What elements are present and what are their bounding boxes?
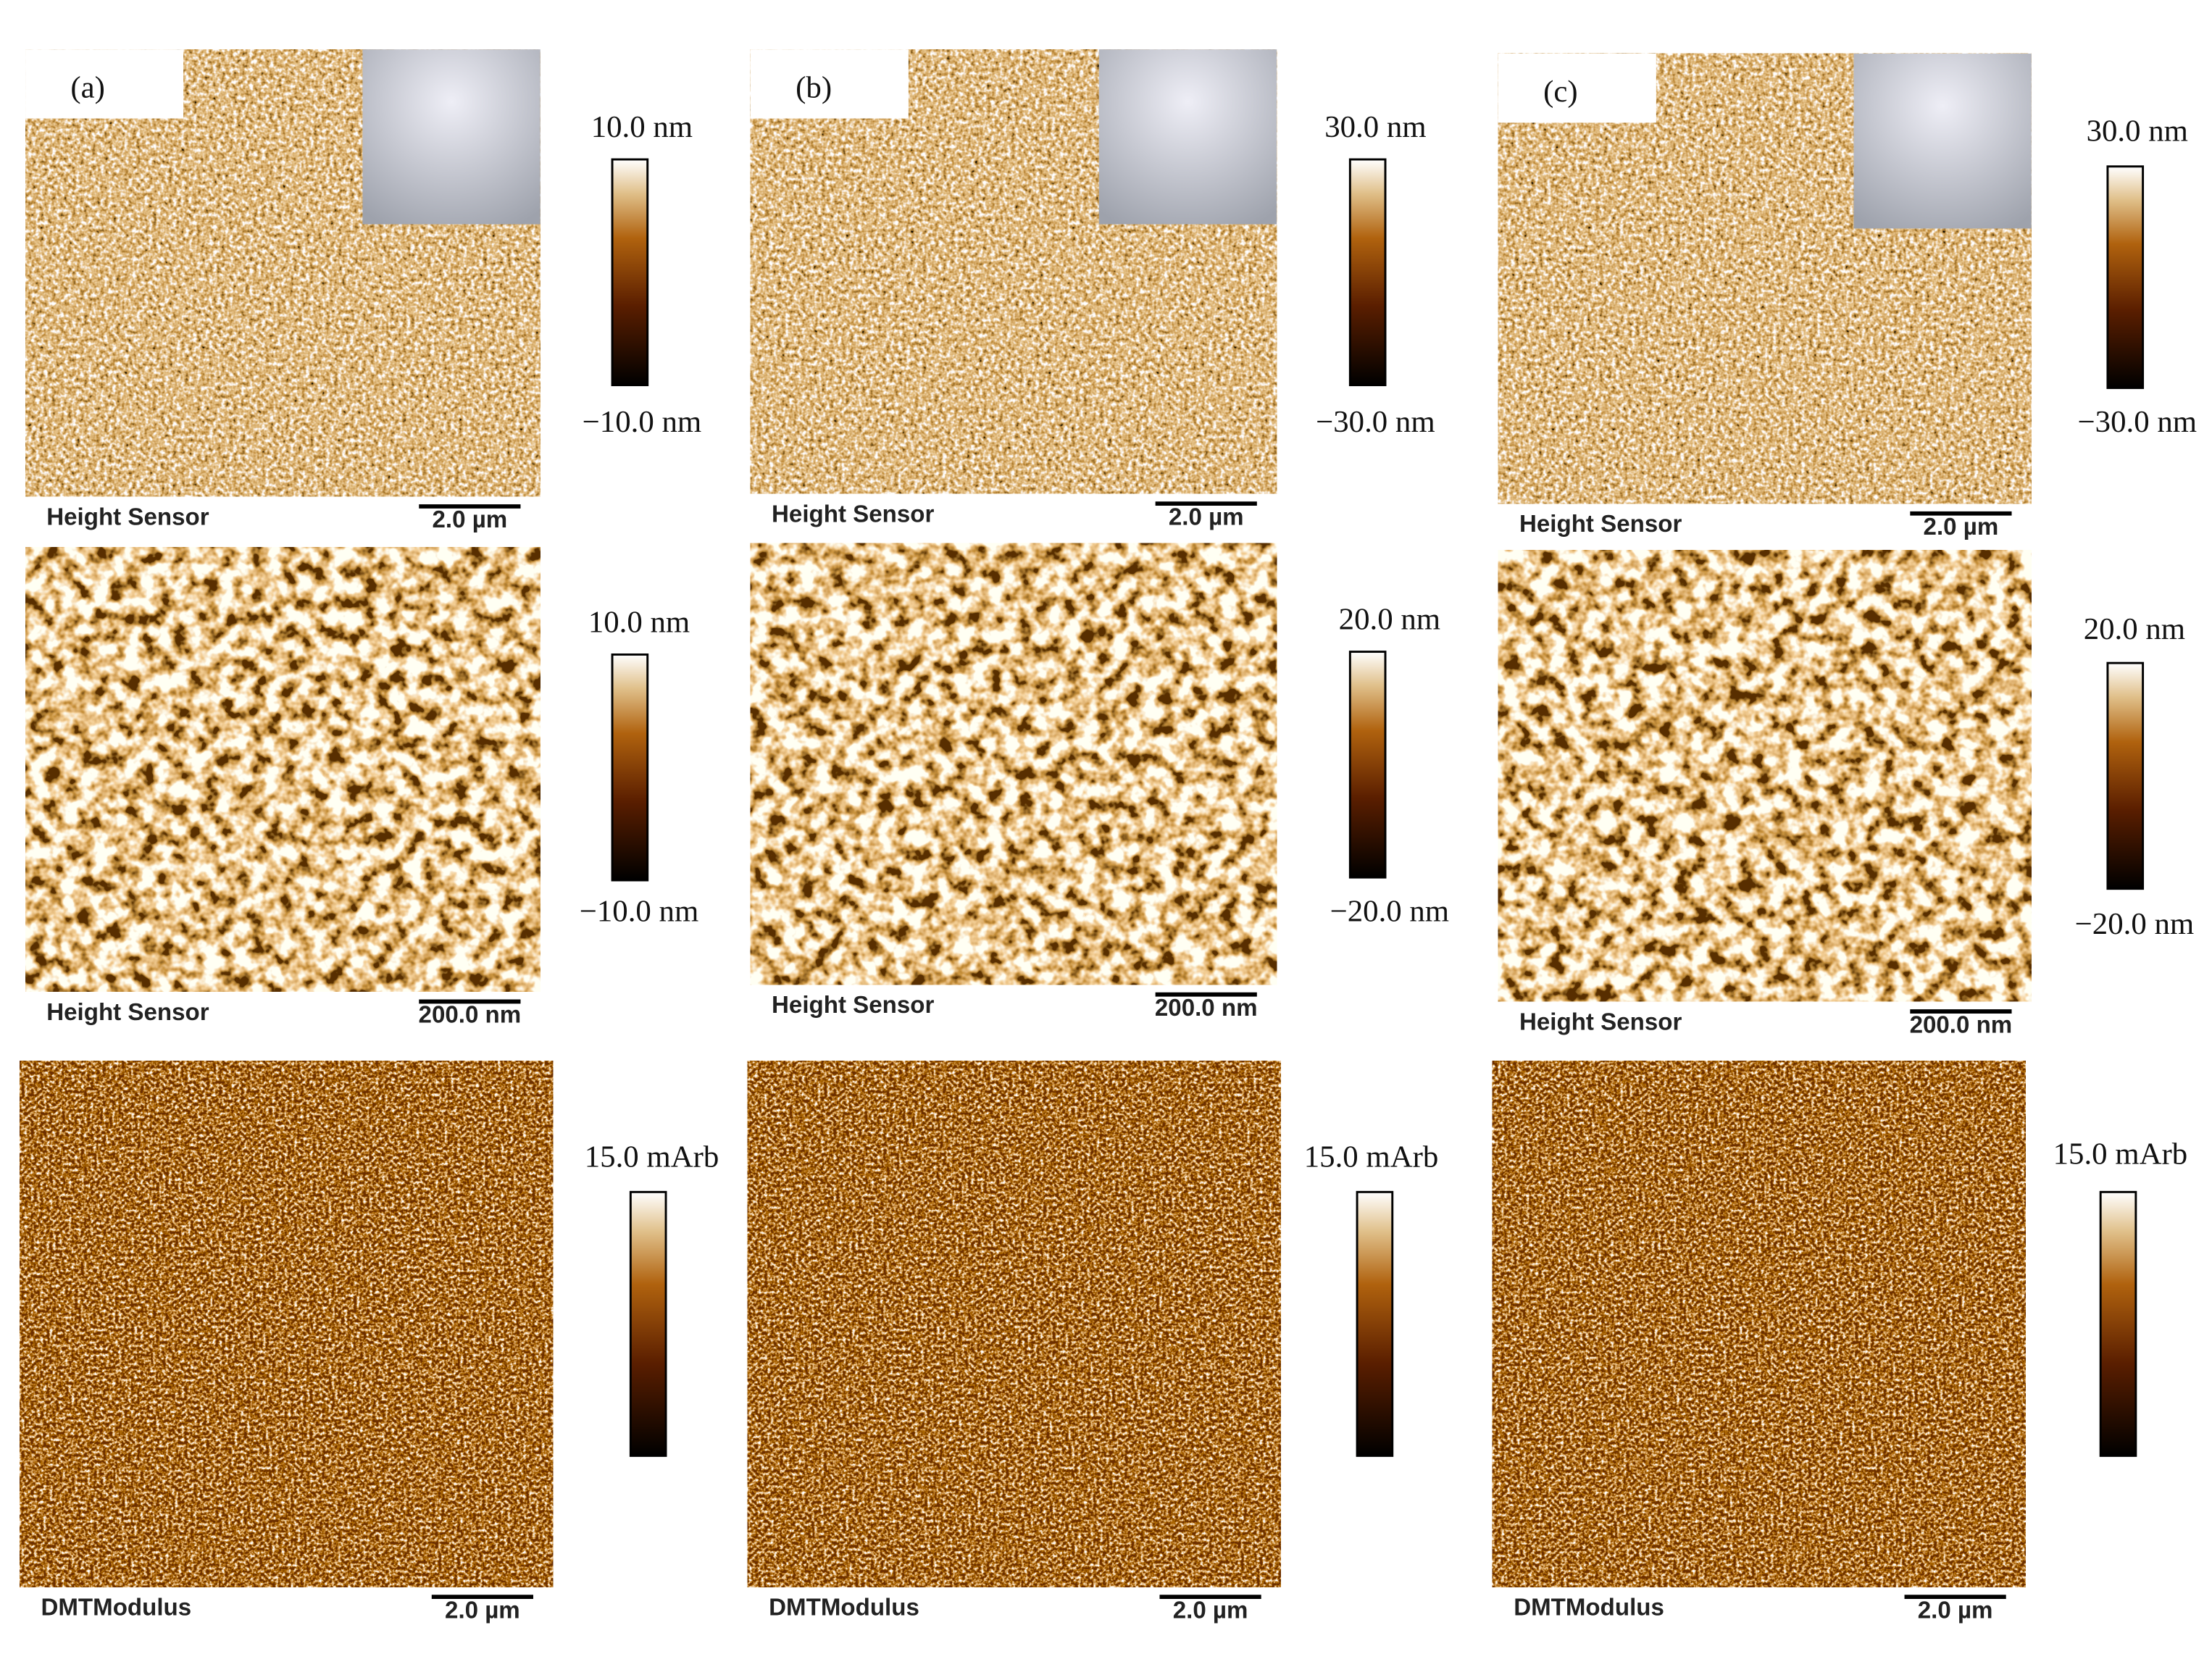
sensor-label: Height Sensor — [1519, 511, 1682, 538]
colorbar-max: 15.0 mArb — [1304, 1140, 1439, 1174]
colorbar — [611, 158, 649, 387]
colorbar — [1356, 1190, 1394, 1457]
colorbar-max: 30.0 nm — [1324, 110, 1426, 144]
colorbar — [2099, 1190, 2137, 1457]
scale-label: 2.0 µm — [1924, 514, 1999, 540]
colorbar-max: 10.0 nm — [591, 110, 693, 144]
sensor-label: DMTModulus — [769, 1594, 919, 1621]
colorbar-min: −10.0 nm — [580, 894, 699, 928]
sensor-label: Height Sensor — [1519, 1008, 1682, 1035]
panel-label: (b) — [796, 70, 832, 104]
colorbar — [2106, 165, 2145, 389]
colorbar — [1348, 651, 1387, 879]
panel-label: (a) — [70, 70, 105, 104]
sensor-label: Height Sensor — [772, 501, 934, 527]
scale-label: 2.0 µm — [1169, 504, 1244, 530]
colorbar-max: 15.0 mArb — [585, 1140, 719, 1174]
scale-label: 200.0 nm — [1910, 1011, 2013, 1038]
scale-label: 2.0 µm — [445, 1597, 520, 1624]
inset-photo — [1853, 53, 2032, 229]
label-box — [25, 49, 184, 119]
afm-image — [747, 1061, 1281, 1587]
sensor-label: Height Sensor — [772, 992, 934, 1019]
scale-label: 200.0 nm — [419, 1002, 522, 1029]
sensor-label: DMTModulus — [41, 1594, 191, 1621]
colorbar-max: 20.0 nm — [1339, 602, 1440, 636]
sensor-label: DMTModulus — [1514, 1594, 1664, 1621]
colorbar-max: 20.0 nm — [2084, 612, 2185, 646]
scale-label: 2.0 µm — [1918, 1597, 1993, 1624]
colorbar-max: 30.0 nm — [2087, 114, 2188, 149]
inset-photo — [1098, 49, 1277, 225]
afm-image — [25, 547, 541, 992]
inset-photo — [362, 49, 541, 225]
panel-label: (c) — [1543, 75, 1578, 109]
colorbar-min: −30.0 nm — [2078, 405, 2198, 439]
sensor-label: Height Sensor — [46, 999, 209, 1026]
scale-label: 2.0 µm — [433, 506, 508, 533]
sensor-label: Height Sensor — [46, 504, 209, 530]
colorbar-min: −10.0 nm — [583, 405, 702, 439]
colorbar-min: −20.0 nm — [1330, 894, 1450, 928]
afm-image — [1498, 550, 2032, 1002]
scale-label: 200.0 nm — [1155, 995, 1258, 1022]
afm-image — [750, 543, 1277, 985]
colorbar-min: −20.0 nm — [2075, 907, 2195, 941]
colorbar — [1348, 158, 1387, 387]
scale-label: 2.0 µm — [1173, 1597, 1248, 1624]
colorbar — [629, 1190, 667, 1457]
label-box — [1498, 53, 1656, 123]
colorbar — [2106, 661, 2145, 890]
colorbar — [611, 653, 649, 882]
label-box — [750, 49, 909, 119]
afm-image — [1492, 1061, 2026, 1587]
colorbar-min: −30.0 nm — [1316, 405, 1435, 439]
colorbar-max: 10.0 nm — [588, 605, 690, 639]
afm-image — [20, 1061, 554, 1587]
colorbar-max: 15.0 mArb — [2053, 1137, 2188, 1171]
